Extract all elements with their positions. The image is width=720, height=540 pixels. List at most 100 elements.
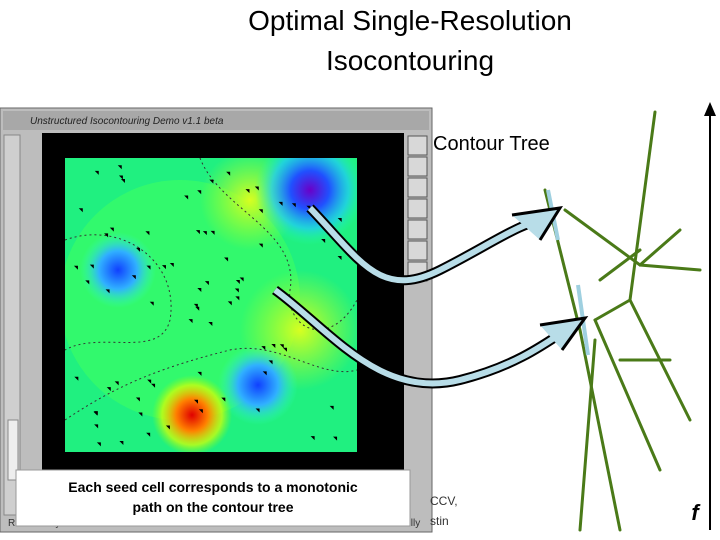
- tool-button[interactable]: [407, 177, 428, 198]
- seed-cell: [227, 301, 232, 306]
- isocontour: [65, 234, 172, 351]
- seed-cells: [73, 165, 342, 447]
- seed-cell: [291, 203, 296, 208]
- axis-arrowhead: [704, 102, 716, 116]
- scrollbar[interactable]: [7, 419, 19, 481]
- seed-cell: [198, 409, 203, 414]
- seed-cell: [120, 179, 125, 184]
- seed-cell: [149, 301, 154, 306]
- caption-box: [15, 469, 411, 527]
- seed-cell: [279, 344, 284, 349]
- seed-cell: [151, 383, 156, 388]
- seed-cell: [321, 239, 326, 244]
- seed-cell: [310, 436, 315, 441]
- seed-cell: [202, 231, 207, 236]
- seed-cell: [204, 281, 209, 286]
- seed-cell: [184, 195, 189, 200]
- seed-cell: [254, 186, 259, 191]
- seed-cell: [337, 255, 342, 260]
- seed-cell: [146, 265, 151, 270]
- tree-edge: [593, 318, 662, 472]
- seed-cell: [258, 209, 263, 214]
- tool-button[interactable]: [407, 240, 428, 261]
- window-title: Unstructured Isocontouring Demo v1.1 bet…: [30, 116, 224, 127]
- caption-line: path on the contour tree: [133, 499, 294, 515]
- seed-cell: [94, 170, 99, 175]
- seed-cell: [197, 371, 202, 376]
- caption-line: Each seed cell corresponds to a monotoni…: [68, 479, 358, 495]
- axis-label: f: [691, 500, 701, 525]
- seed-cell: [329, 405, 334, 410]
- seed-cell: [73, 265, 78, 270]
- tree-edge: [598, 248, 642, 282]
- seed-cell: [209, 179, 214, 184]
- seed-cell: [245, 189, 250, 194]
- seed-cell: [278, 201, 283, 206]
- isocontour: [65, 348, 357, 421]
- title-line: Optimal Single-Resolution: [248, 5, 572, 36]
- seed-cell: [337, 217, 342, 222]
- seed-cell: [239, 277, 244, 282]
- seed-cell: [193, 303, 198, 308]
- seed-cell: [119, 440, 124, 445]
- toolbar: [407, 135, 428, 282]
- seed-cell: [118, 175, 123, 180]
- seed-cell: [268, 360, 273, 365]
- seed-cell: [197, 190, 202, 195]
- seed-cell: [282, 347, 287, 352]
- seed-cell: [235, 296, 240, 301]
- f-axis: f: [691, 102, 716, 530]
- seed-cell: [193, 399, 198, 404]
- tool-button[interactable]: [407, 156, 428, 177]
- app-window: Unstructured Isocontouring Demo v1.1 bet…: [0, 107, 433, 533]
- tool-button[interactable]: [407, 198, 428, 219]
- seed-cell: [114, 381, 119, 386]
- seed-cell: [94, 424, 99, 429]
- seed-cell: [109, 227, 114, 232]
- seed-cell: [136, 247, 141, 252]
- seed-cell: [85, 280, 90, 285]
- seed-cell: [224, 257, 229, 262]
- seed-cell: [145, 231, 150, 236]
- seed-cell: [195, 230, 200, 235]
- seed-cell: [261, 346, 266, 351]
- seed-cell: [135, 397, 140, 402]
- tree-edge: [578, 338, 597, 532]
- seed-cell: [165, 425, 170, 430]
- tree-edge: [563, 208, 702, 272]
- seed-cell: [169, 263, 174, 268]
- seed-cell: [106, 387, 111, 392]
- window-titlebar: [3, 111, 429, 130]
- footer-fragment: CCV,: [430, 494, 458, 508]
- seed-cell: [195, 306, 200, 311]
- seed-cell: [161, 265, 166, 270]
- seed-cell: [146, 432, 151, 437]
- tree-label: Contour Tree: [433, 133, 550, 155]
- seed-cell: [333, 436, 338, 441]
- seed-cell: [255, 408, 260, 413]
- seed-cell: [96, 442, 101, 447]
- seed-cell: [117, 165, 122, 170]
- seed-cell: [234, 288, 239, 293]
- seed-cell: [89, 264, 94, 269]
- seed-cell: [235, 280, 240, 285]
- tree-edge: [638, 228, 682, 267]
- seed-cell: [226, 171, 231, 176]
- seed-cell: [147, 379, 152, 384]
- seed-cell: [197, 288, 202, 293]
- title-line: Isocontouring: [326, 45, 494, 76]
- tree-edge: [593, 110, 657, 322]
- seed-cell: [78, 208, 83, 213]
- seed-cell: [93, 411, 98, 416]
- seed-cell: [131, 275, 136, 280]
- seed-cell: [221, 397, 226, 402]
- seed-cell: [262, 371, 267, 376]
- seed-cell: [188, 319, 193, 324]
- seed-cell: [210, 230, 215, 235]
- tool-button[interactable]: [407, 219, 428, 240]
- seed-cell: [74, 376, 79, 381]
- tool-button[interactable]: [407, 135, 428, 156]
- seed-cell: [208, 322, 213, 327]
